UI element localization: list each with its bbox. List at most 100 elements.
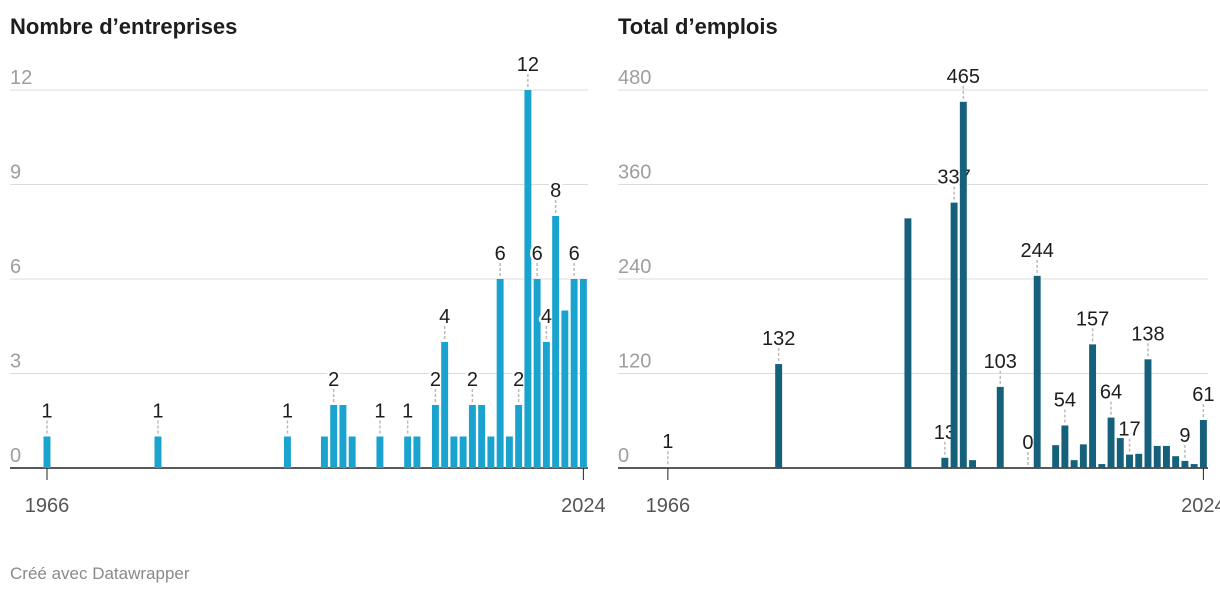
value-label: 54: [1054, 389, 1076, 411]
value-label: 12: [517, 54, 539, 76]
bar: [996, 386, 1004, 468]
bar: [941, 457, 949, 468]
value-label: 1: [152, 401, 163, 423]
x-tick-label: 1966: [25, 495, 70, 517]
footer: Créé avec Datawrapper: [10, 564, 190, 583]
value-label: 8: [550, 180, 561, 202]
value-label: 157: [1076, 308, 1109, 330]
bar: [496, 279, 504, 468]
value-label: 244: [1020, 240, 1053, 262]
bar: [459, 436, 467, 468]
value-label: 103: [984, 351, 1017, 373]
bar: [348, 436, 356, 468]
bar: [404, 436, 412, 468]
bar: [904, 218, 912, 468]
y-tick-label: 6: [10, 256, 21, 278]
y-tick-label: 360: [618, 162, 651, 184]
bar: [664, 467, 672, 468]
bar: [775, 364, 783, 468]
bar: [1126, 454, 1133, 468]
y-tick-label: 3: [10, 351, 21, 373]
bar: [320, 436, 328, 468]
bar: [43, 436, 51, 468]
value-label: 0: [1022, 432, 1033, 454]
bar: [450, 436, 458, 468]
value-label: 465: [947, 66, 980, 88]
x-tick-label: 1966: [646, 495, 691, 517]
bar: [487, 436, 495, 468]
value-label: 4: [439, 306, 450, 328]
value-label: 2: [328, 369, 339, 391]
bar: [950, 202, 958, 469]
bar: [1135, 453, 1143, 468]
value-label: 2: [513, 369, 524, 391]
bar: [1061, 425, 1069, 468]
value-label: 6: [532, 243, 543, 265]
bar: [431, 405, 439, 468]
bar: [1107, 417, 1115, 468]
bar: [515, 405, 523, 468]
chart-title: Total d’emplois: [618, 14, 778, 39]
bar: [542, 342, 550, 468]
value-label: 64: [1100, 382, 1122, 404]
bar: [330, 405, 338, 468]
bar: [468, 405, 476, 468]
value-label: 4: [541, 306, 552, 328]
bar: [376, 436, 384, 468]
y-tick-label: 9: [10, 162, 21, 184]
bar: [1079, 444, 1087, 468]
bar: [413, 436, 421, 468]
value-label: 17: [1118, 419, 1140, 441]
y-tick-label: 480: [618, 67, 651, 89]
value-label: 1: [374, 401, 385, 423]
bar: [1190, 464, 1198, 468]
bar: [561, 310, 569, 468]
y-tick-label: 0: [618, 445, 629, 467]
bar: [1089, 344, 1097, 468]
bar: [552, 216, 560, 468]
bar: [154, 436, 162, 468]
x-tick-label: 2024: [561, 495, 606, 517]
bar: [524, 90, 532, 468]
value-label: 2: [467, 369, 478, 391]
value-label: 6: [569, 243, 580, 265]
bar: [1153, 445, 1161, 468]
bar: [283, 436, 291, 468]
value-label: 1: [41, 401, 52, 423]
bar: [1199, 419, 1207, 468]
value-label: 1: [402, 401, 413, 423]
x-tick-label: 2024: [1181, 495, 1220, 517]
bar: [533, 279, 541, 468]
value-label: 6: [495, 243, 506, 265]
value-label: 9: [1179, 425, 1190, 447]
bar: [959, 101, 967, 468]
bar: [505, 436, 513, 468]
bar: [1070, 460, 1078, 468]
chart-title: Nombre d’entreprises: [10, 14, 237, 39]
y-tick-label: 240: [618, 256, 651, 278]
bar: [1181, 460, 1189, 468]
bar: [441, 342, 449, 468]
bar: [570, 279, 578, 468]
y-tick-label: 0: [10, 445, 21, 467]
bar: [1116, 438, 1124, 468]
bar: [339, 405, 347, 468]
bar: [1052, 445, 1060, 468]
value-label: 1: [662, 431, 673, 453]
bar: [579, 279, 587, 468]
bar: [1172, 456, 1180, 468]
value-label: 138: [1131, 323, 1164, 345]
bar: [1098, 464, 1106, 468]
bar: [1144, 359, 1152, 468]
bar: [478, 405, 486, 468]
y-tick-label: 12: [10, 67, 32, 89]
value-label: 2: [430, 369, 441, 391]
bar: [1162, 445, 1170, 468]
value-label: 61: [1192, 384, 1214, 406]
bar: [1033, 275, 1041, 468]
value-label: 1: [282, 401, 293, 423]
y-tick-label: 120: [618, 351, 651, 373]
bar: [969, 460, 977, 468]
value-label: 132: [762, 328, 795, 350]
